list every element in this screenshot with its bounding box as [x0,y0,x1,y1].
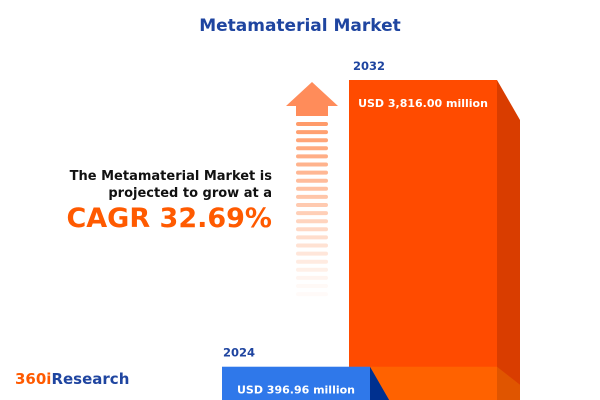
arrow-stripe [296,243,328,248]
arrow-stripe [296,259,328,264]
arrow-stripe [296,211,328,216]
data-label-2032: USD 3,816.00 million [358,97,488,110]
arrow-stripe [296,154,328,159]
logo: 360iResearch [15,370,130,388]
arrow-stripe [296,284,328,288]
cagr-value: CAGR 32.69% [66,203,272,234]
arrow-stripe [296,138,328,143]
bar-side-2032 [497,80,520,400]
arrow-stripe [296,267,328,272]
arrow-stripe [296,178,328,183]
arrow-stripe [296,227,328,232]
bar-2024 [222,366,370,400]
chart-title: Metamaterial Market [199,16,401,36]
category-label-2032: 2032 [353,59,385,73]
arrow-stripe [296,235,328,240]
arrow-stripe [296,170,328,175]
category-label-2024: 2024 [223,346,255,360]
lead-line-1: The Metamaterial Market is [69,169,272,184]
arrow-stripe [296,122,328,126]
arrow-stripe [296,251,328,256]
bar-side-2024 [370,366,392,400]
bar-2032-lower-side [497,366,520,400]
arrow-stripe [296,275,328,280]
arrow-up-icon [286,82,338,116]
arrow-stripe [296,203,328,207]
arrow-stripe [296,186,328,191]
arrow-stripe [296,146,328,151]
arrow-stripe [296,162,328,167]
lead-line-2: projected to grow at a [108,186,272,201]
arrow-stripe [296,219,328,224]
bar-2032 [349,80,497,400]
arrow-stripe [296,130,328,135]
arrow-stripe [296,194,328,199]
cagr-lead-text: The Metamaterial Market is projected to … [70,168,272,202]
arrow-stripe [296,292,328,297]
data-label-2024: USD 396.96 million [237,384,355,397]
